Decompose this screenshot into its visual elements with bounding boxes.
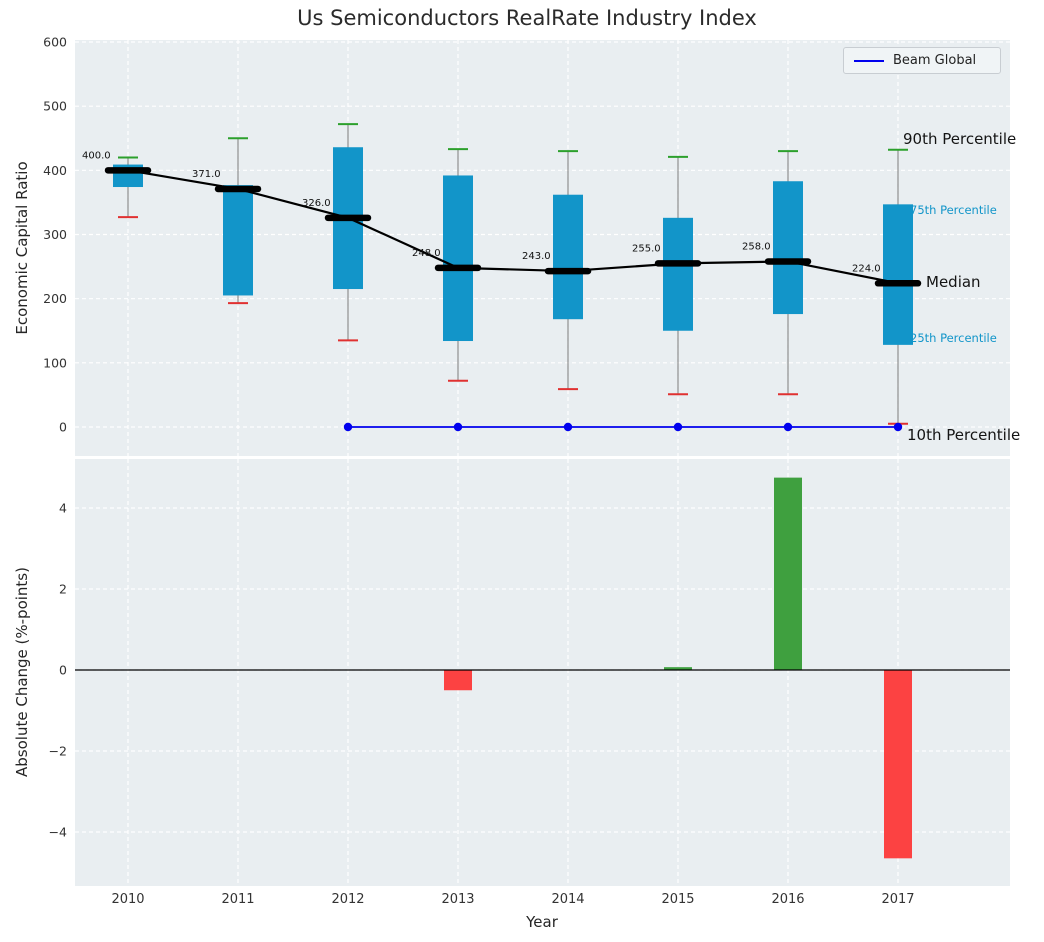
xtick-2014: 2014: [551, 892, 584, 907]
legend-label: Beam Global: [893, 53, 977, 68]
x-axis-label: Year: [526, 913, 558, 931]
ytick-top-600: 600: [43, 35, 67, 50]
ytick-bottom--4: −4: [49, 825, 67, 840]
ytick-top-200: 200: [43, 291, 67, 306]
bar-2015: [664, 667, 692, 670]
annotation-90th-percentile: 90th Percentile: [903, 130, 1017, 148]
beam-global-marker-2016: [783, 422, 793, 432]
xtick-2016: 2016: [771, 892, 804, 907]
ytick-top-100: 100: [43, 355, 67, 370]
box-2013: [443, 175, 473, 342]
ytick-top-0: 0: [59, 420, 67, 435]
beam-global-marker-2012: [343, 422, 353, 432]
bar-2013: [444, 670, 472, 691]
xtick-2012: 2012: [331, 892, 364, 907]
box-2014: [553, 194, 583, 320]
xtick-2015: 2015: [661, 892, 694, 907]
bar-2016: [774, 477, 802, 670]
xtick-2011: 2011: [221, 892, 254, 907]
bar-2017: [884, 670, 912, 859]
bottom-y-axis-label: Absolute Change (%-points): [13, 567, 31, 777]
median-value-label-2015: 255.0: [632, 243, 661, 254]
ytick-bottom-2: 2: [59, 582, 67, 597]
annotation-10th-percentile: 10th Percentile: [907, 426, 1021, 444]
annotation-median: Median: [926, 273, 981, 291]
legend-line-sample: [854, 59, 884, 62]
legend: Beam Global: [843, 47, 1001, 74]
annotation-75th-percentile: 75th Percentile: [910, 203, 997, 217]
beam-global-marker-2013: [453, 422, 463, 432]
xtick-2010: 2010: [111, 892, 144, 907]
top-y-axis-label: Economic Capital Ratio: [13, 161, 31, 335]
ytick-top-500: 500: [43, 99, 67, 114]
xtick-2017: 2017: [881, 892, 914, 907]
box-2015: [663, 217, 693, 331]
median-value-label-2011: 371.0: [192, 169, 221, 180]
ytick-bottom--2: −2: [49, 744, 67, 759]
beam-global-marker-2014: [563, 422, 573, 432]
median-value-label-2012: 326.0: [302, 198, 331, 209]
ytick-bottom-4: 4: [59, 501, 67, 516]
box-2011: [223, 185, 253, 296]
chart-title: Us Semiconductors RealRate Industry Inde…: [297, 6, 757, 30]
top-plot-bg: [75, 40, 1010, 456]
median-value-label-2017: 224.0: [852, 263, 881, 274]
ytick-bottom-0: 0: [59, 663, 67, 678]
box-2017: [883, 204, 913, 345]
bottom-plot-bg: [75, 459, 1010, 886]
xtick-2013: 2013: [441, 892, 474, 907]
median-value-label-2014: 243.0: [522, 251, 551, 262]
ytick-top-400: 400: [43, 163, 67, 178]
annotation-25th-percentile: 25th Percentile: [910, 331, 997, 345]
ytick-top-300: 300: [43, 227, 67, 242]
median-value-label-2013: 248.0: [412, 248, 441, 259]
beam-global-marker-2017: [893, 422, 903, 432]
median-value-label-2016: 258.0: [742, 241, 771, 252]
box-2016: [773, 181, 803, 315]
beam-global-marker-2015: [673, 422, 683, 432]
median-value-label-2010: 400.0: [82, 150, 111, 161]
